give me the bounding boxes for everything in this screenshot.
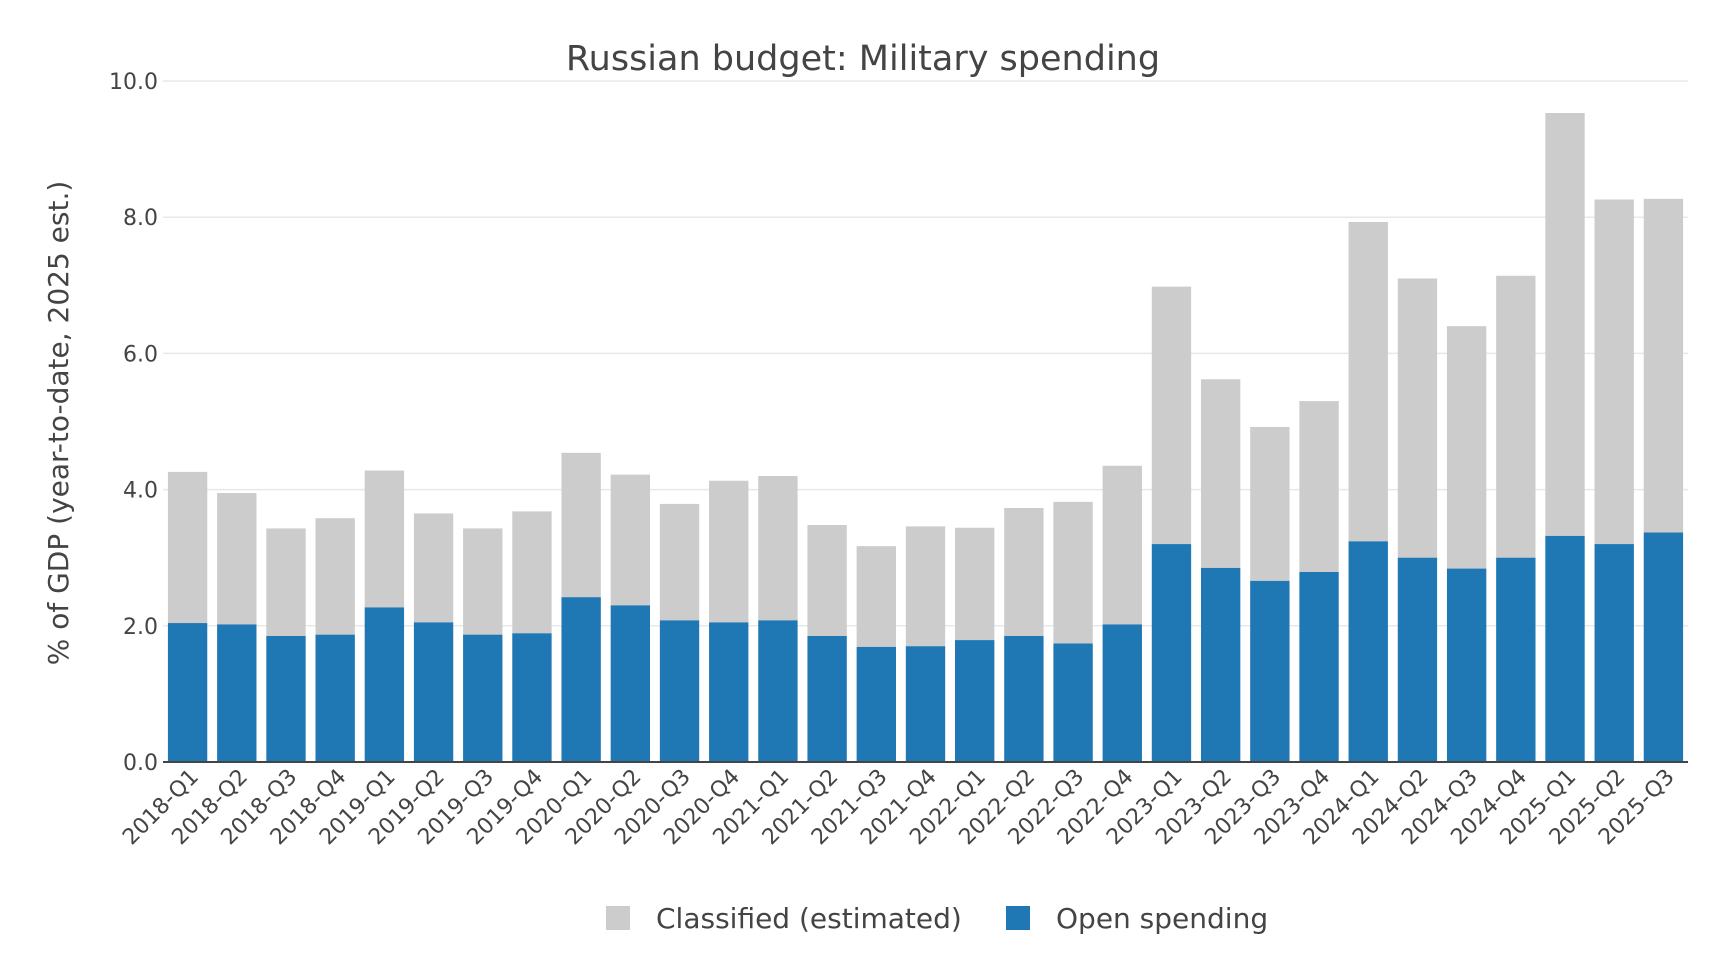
- bar-classified: [413, 513, 454, 623]
- bar-open: [266, 636, 306, 762]
- bar-classified: [610, 474, 651, 606]
- bar-open: [758, 620, 798, 762]
- bar-classified: [1200, 379, 1241, 568]
- y-tick-label: 2.0: [123, 615, 158, 640]
- legend-label: Open spending: [1056, 902, 1268, 935]
- bar-classified: [807, 525, 847, 637]
- bar-classified: [167, 471, 208, 624]
- bar-classified: [561, 452, 601, 598]
- y-tick-label: 10.0: [109, 70, 158, 95]
- bar-classified: [1151, 286, 1192, 545]
- bar-open: [1299, 572, 1339, 762]
- bar-open: [1594, 544, 1634, 762]
- bar-open: [315, 634, 355, 762]
- y-tick-labels: 0.0 2.0 4.0 6.0 8.0 10.0: [109, 70, 158, 776]
- bar-classified: [758, 475, 798, 621]
- bar-classified: [955, 527, 995, 641]
- bar-open: [1102, 624, 1142, 762]
- bar-classified: [856, 546, 896, 647]
- y-tick-label: 6.0: [123, 342, 158, 367]
- bar-open: [1250, 580, 1290, 762]
- bar-open: [1397, 557, 1438, 762]
- bar-classified: [364, 470, 405, 608]
- bar-classified: [659, 503, 700, 621]
- bar-classified: [512, 511, 552, 634]
- bar-open: [1496, 557, 1536, 762]
- bar-classified: [315, 518, 355, 635]
- bar-open: [1200, 567, 1241, 762]
- y-tick-label: 8.0: [123, 206, 158, 231]
- x-tick-labels: 2018-Q12018-Q22018-Q32018-Q42019-Q12019-…: [118, 765, 1679, 851]
- y-tick-label: 0.0: [123, 751, 158, 776]
- legend-swatch: [606, 906, 630, 930]
- bar-open: [709, 622, 749, 762]
- bar-open: [1151, 544, 1192, 762]
- bar-open: [856, 646, 896, 762]
- bar-open: [413, 622, 454, 762]
- bar-open: [463, 634, 503, 762]
- y-tick-label: 4.0: [123, 479, 158, 504]
- legend-swatch: [1006, 906, 1030, 930]
- bar-open: [610, 605, 651, 762]
- bar-classified: [1545, 113, 1585, 536]
- legend-label: Classified (estimated): [656, 902, 962, 935]
- bar-classified: [1348, 221, 1388, 542]
- bar-open: [364, 607, 405, 762]
- bar-classified: [1643, 198, 1684, 533]
- bar-classified: [1496, 275, 1536, 558]
- bar-open: [1053, 643, 1093, 762]
- bar-open: [167, 623, 208, 762]
- legend: Classified (estimated) Open spending: [606, 902, 1268, 935]
- bar-open: [1348, 541, 1388, 762]
- bar-open: [217, 624, 257, 762]
- bar-classified: [1102, 465, 1142, 625]
- bar-open: [955, 640, 995, 762]
- bar-open: [512, 633, 552, 762]
- bar-open: [1446, 568, 1487, 762]
- bar-open: [1545, 535, 1585, 762]
- bar-open: [1004, 636, 1044, 762]
- bar-open: [905, 646, 946, 762]
- bar-classified: [1004, 507, 1044, 637]
- bar-classified: [1299, 401, 1339, 573]
- bar-classified: [1250, 426, 1290, 581]
- bar-open: [659, 620, 700, 762]
- chart-title: Russian budget: Military spending: [566, 39, 1160, 79]
- bar-open: [1643, 532, 1684, 762]
- bar-classified: [217, 493, 257, 625]
- bar-classified: [266, 528, 306, 637]
- bar-classified: [463, 528, 503, 635]
- bar-classified: [1446, 326, 1487, 569]
- bar-open: [807, 636, 847, 762]
- bar-classified: [905, 526, 946, 647]
- bar-classified: [1053, 501, 1093, 644]
- bars: [167, 113, 1684, 762]
- bar-classified: [1594, 199, 1634, 545]
- bar-classified: [1397, 278, 1438, 558]
- bar-classified: [709, 480, 749, 623]
- y-axis-label: % of GDP (year-to-date, 2025 est.): [42, 181, 75, 666]
- bar-open: [561, 597, 601, 762]
